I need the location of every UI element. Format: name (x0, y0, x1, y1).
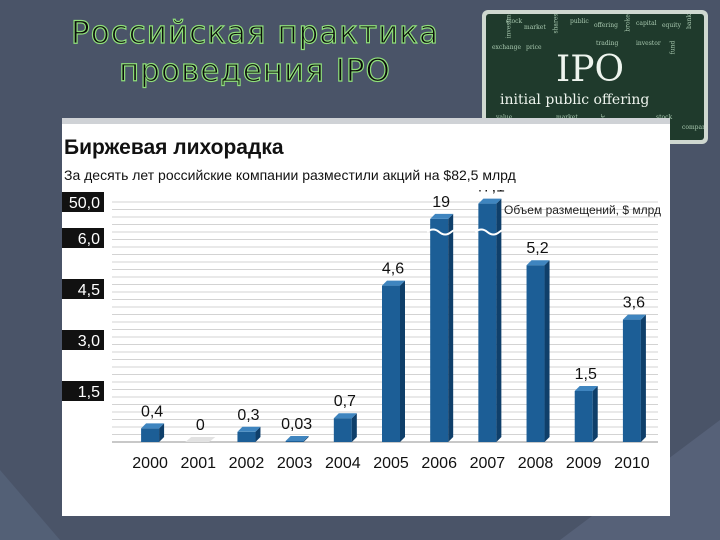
ipo-cloud-word: trading (596, 40, 619, 47)
ipo-cloud-word: exchange (492, 44, 521, 51)
axis-break-mark (474, 228, 506, 236)
x-tick-label: 2000 (132, 455, 168, 472)
ipo-cloud-word: stock (656, 114, 672, 121)
bar (141, 428, 160, 442)
data-label: 47,1 (474, 190, 505, 196)
bar-side (640, 314, 646, 442)
data-label: 0,03 (281, 416, 312, 433)
data-label: 19 (432, 194, 450, 211)
y-tick-label: 3,0 (78, 333, 100, 350)
bar (382, 285, 400, 442)
bar-side (400, 280, 405, 442)
axis-break-mark (426, 228, 458, 236)
bar-top (333, 413, 357, 419)
ipo-main-word: IPO (556, 49, 624, 90)
bar-top (285, 435, 309, 441)
data-label: 4,6 (382, 261, 404, 278)
bar-top (382, 280, 405, 286)
x-tick-label: 2007 (470, 455, 506, 472)
bar-side (255, 426, 261, 442)
bar (237, 431, 256, 442)
bar-side (448, 213, 454, 442)
data-label: 1,5 (575, 366, 597, 383)
y-tick-box (62, 279, 104, 299)
bar-side (592, 386, 598, 442)
x-tick-label: 2009 (566, 455, 602, 472)
bar (430, 218, 449, 442)
data-label: 0 (196, 417, 205, 434)
ipo-cloud-word: price (526, 44, 542, 51)
y-tick-box (62, 330, 104, 350)
y-tick-label: 4,5 (78, 282, 100, 299)
x-tick-label: 2008 (518, 455, 554, 472)
bar-zero (185, 437, 216, 442)
bar-top (526, 260, 550, 266)
bar-side (159, 423, 165, 442)
ipo-cloud-word: value (496, 114, 512, 121)
bar-top (141, 423, 165, 429)
y-tick-label: 50,0 (69, 195, 100, 212)
ipo-cloud-word: broker (624, 14, 632, 32)
bar (333, 418, 352, 442)
ipo-cloud-word: public (570, 18, 589, 25)
bar-side (544, 260, 550, 442)
y-tick-label: 6,0 (78, 231, 100, 248)
slide-title-line2: проведения IPO (118, 52, 391, 89)
ipo-cloud-word: market (524, 24, 546, 31)
chart-panel: Биржевая лихорадка За десять лет российс… (62, 118, 670, 516)
bar-chart: 1,5 3,0 4,5 6,0 50,0 Объем размещений, $ млрд… (62, 190, 661, 472)
x-tick-label: 2010 (614, 455, 650, 472)
data-label: 0,3 (237, 407, 259, 424)
legend-label: Объем размещений, $ млрд (504, 203, 661, 217)
chart-subtitle: За десять лет российские компании размес… (64, 167, 516, 183)
panel-top-rule (62, 118, 670, 124)
ipo-cloud-word: company (682, 124, 704, 131)
y-tick-box (62, 381, 104, 401)
bar (622, 319, 641, 442)
data-label: 5,2 (526, 240, 548, 257)
bar-side (303, 435, 309, 442)
x-tick-label: 2004 (325, 455, 361, 472)
bar-top (237, 426, 261, 432)
data-label: 0,4 (141, 403, 163, 420)
bar-top (622, 314, 646, 320)
bar-side (496, 198, 502, 442)
bar (574, 391, 593, 442)
x-tick-label: 2005 (373, 455, 409, 472)
bar-top (478, 198, 502, 204)
data-label: 3,6 (623, 295, 645, 312)
ipo-cloud-word: market (556, 114, 578, 121)
slide-title-line1: Российская практика (70, 14, 439, 51)
x-tick-label: 2006 (421, 455, 457, 472)
y-tick-box (62, 192, 104, 212)
ipo-cloud-word: bank (685, 14, 693, 29)
ipo-cloud-word: shares (552, 14, 560, 34)
slide-title: Российская практика проведения IPO (30, 14, 480, 90)
ipo-cloud-word: offering (594, 22, 618, 29)
bar-top (430, 213, 454, 219)
ipo-cloud-word: equity (662, 22, 681, 29)
ipo-cloud-word: investor (636, 40, 661, 47)
bar-top (574, 386, 598, 391)
y-tick-label: 1,5 (78, 384, 100, 401)
ipo-subtitle: initial public offering (500, 92, 650, 108)
x-tick-label: 2003 (277, 455, 313, 472)
y-tick-box (62, 228, 104, 248)
bar (478, 203, 497, 442)
chart-title: Биржевая лихорадка (64, 136, 284, 159)
data-label: 0,7 (334, 393, 356, 410)
x-tick-label: 2001 (180, 455, 216, 472)
x-tick-label: 2002 (229, 455, 265, 472)
bar (285, 440, 304, 442)
ipo-cloud-word: fund (669, 40, 677, 55)
bar (526, 265, 545, 442)
ipo-cloud-word: stock (506, 18, 523, 25)
bar-side (351, 413, 357, 442)
ipo-cloud-word: capital (636, 20, 657, 27)
